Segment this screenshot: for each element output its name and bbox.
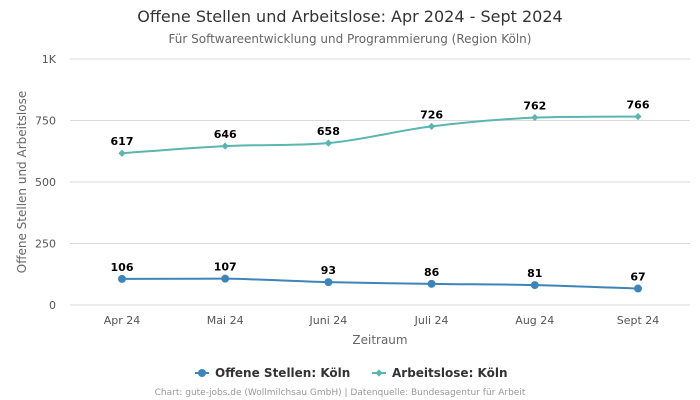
data-label: 766	[627, 99, 650, 112]
x-tick-label: Sept 24	[617, 314, 660, 327]
data-label: 106	[111, 261, 134, 274]
data-point	[118, 149, 126, 157]
data-label: 81	[527, 267, 542, 280]
data-point	[324, 278, 333, 287]
data-label: 762	[523, 100, 546, 113]
x-tick-label: Aug 24	[515, 314, 554, 327]
chart-subtitle: Für Softwareentwicklung und Programmieru…	[169, 32, 532, 46]
x-axis-title: Zeitraum	[352, 333, 407, 347]
y-tick-label: 500	[35, 176, 56, 189]
x-tick-label: Apr 24	[104, 314, 141, 327]
x-tick-label: Mai 24	[207, 314, 244, 327]
series-layer: 106 107 93 86 81 67 617 646 658 726 762 766	[111, 99, 650, 293]
data-point	[427, 279, 436, 288]
data-point	[324, 139, 332, 147]
data-label: 646	[214, 128, 237, 141]
gridlines	[70, 58, 690, 306]
legend: Offene Stellen: Köln Arbeitslose: Köln	[195, 366, 508, 380]
data-point	[530, 281, 539, 290]
data-label: 658	[317, 125, 340, 138]
series-1: 617 646 658 726 762 766	[111, 99, 650, 157]
x-tick-label: Juni 24	[309, 314, 348, 327]
legend-label: Offene Stellen: Köln	[215, 366, 350, 380]
data-point	[221, 142, 229, 150]
data-point	[428, 122, 436, 131]
data-point	[634, 284, 642, 293]
chart-title: Offene Stellen und Arbeitslose: Apr 2024…	[137, 7, 562, 26]
legend-marker	[375, 369, 383, 377]
y-axis-title: Offene Stellen und Arbeitslose	[15, 91, 29, 273]
x-tick-labels: Apr 24 Mai 24 Juni 24 Juli 24 Aug 24 Sept 24	[104, 314, 660, 327]
data-point	[531, 113, 539, 122]
x-tick-label: Juli 24	[414, 314, 449, 327]
legend-marker	[198, 369, 206, 377]
data-label: 93	[321, 264, 336, 277]
data-point	[634, 112, 642, 121]
series-0: 106 107 93 86 81 67	[111, 261, 646, 293]
data-point	[118, 274, 126, 283]
y-tick-label: 250	[35, 238, 56, 251]
chart-credit: Chart: gute-jobs.de (Wollmilchsau GmbH) …	[155, 388, 526, 398]
data-label: 107	[214, 261, 237, 274]
data-label: 726	[420, 108, 443, 121]
series-line	[121, 115, 639, 155]
y-tick-label: 1K	[42, 53, 57, 66]
legend-label: Arbeitslose: Köln	[392, 366, 508, 380]
y-tick-labels: 0 250 500 750 1K	[35, 53, 57, 312]
series-line	[121, 277, 639, 290]
data-label: 86	[424, 266, 440, 279]
data-label: 67	[630, 271, 645, 284]
data-label: 617	[111, 135, 134, 148]
y-tick-label: 750	[35, 115, 56, 128]
y-tick-label: 0	[49, 299, 56, 312]
data-point	[221, 274, 230, 283]
